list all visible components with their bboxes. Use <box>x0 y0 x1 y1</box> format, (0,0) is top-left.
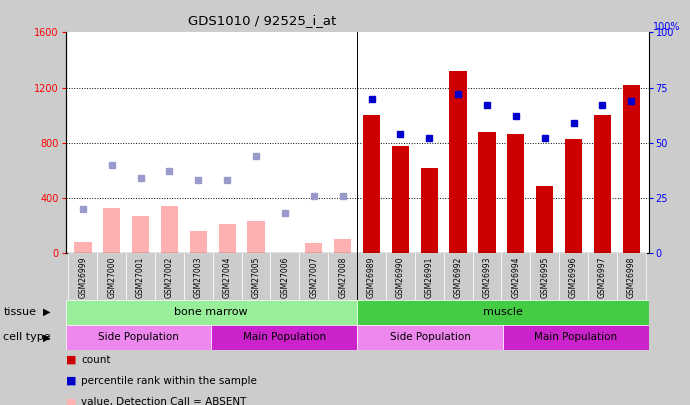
Bar <box>211 325 357 350</box>
Bar <box>66 325 211 350</box>
Text: GDS1010 / 92525_i_at: GDS1010 / 92525_i_at <box>188 14 336 27</box>
Bar <box>530 253 559 300</box>
Bar <box>213 253 242 300</box>
Bar <box>97 253 126 300</box>
Bar <box>299 253 328 300</box>
Text: GSM27007: GSM27007 <box>309 257 318 298</box>
Text: GSM26999: GSM26999 <box>79 257 88 298</box>
Text: GSM27002: GSM27002 <box>165 257 174 298</box>
Bar <box>478 132 495 253</box>
Text: GSM26990: GSM26990 <box>396 257 405 298</box>
Text: GSM26992: GSM26992 <box>453 257 462 298</box>
Text: ■: ■ <box>66 376 76 386</box>
Bar <box>622 85 640 253</box>
Bar <box>328 253 357 300</box>
Bar <box>219 224 236 253</box>
Bar <box>305 243 322 253</box>
Bar <box>357 253 386 300</box>
Bar <box>392 145 409 253</box>
Text: GSM26989: GSM26989 <box>367 257 376 298</box>
Text: GSM26996: GSM26996 <box>569 257 578 298</box>
Text: Side Population: Side Population <box>390 333 471 342</box>
Text: GSM26993: GSM26993 <box>482 257 491 298</box>
Text: muscle: muscle <box>483 307 523 317</box>
Bar <box>103 208 120 253</box>
Bar <box>334 239 351 253</box>
Text: ▶: ▶ <box>43 333 50 342</box>
Text: GSM27006: GSM27006 <box>280 257 289 298</box>
Bar <box>75 242 92 253</box>
Text: Main Population: Main Population <box>534 333 618 342</box>
Bar <box>184 253 213 300</box>
Bar <box>155 253 184 300</box>
Bar <box>386 253 415 300</box>
Text: Main Population: Main Population <box>243 333 326 342</box>
Bar <box>473 253 502 300</box>
Text: GSM27004: GSM27004 <box>223 257 232 298</box>
Text: GSM27001: GSM27001 <box>136 257 145 298</box>
Text: 100%: 100% <box>653 22 680 32</box>
Bar <box>565 139 582 253</box>
Bar <box>68 253 97 300</box>
Text: GSM26998: GSM26998 <box>627 257 635 298</box>
Bar <box>415 253 444 300</box>
Text: Side Population: Side Population <box>98 333 179 342</box>
Text: cell type: cell type <box>3 333 51 342</box>
Text: GSM26994: GSM26994 <box>511 257 520 298</box>
Bar <box>363 115 380 253</box>
Text: ■: ■ <box>66 397 76 405</box>
Bar <box>588 253 617 300</box>
Bar <box>126 253 155 300</box>
Bar <box>507 134 524 253</box>
Text: ■: ■ <box>66 355 76 365</box>
Bar <box>66 300 357 325</box>
Bar <box>270 253 299 300</box>
Bar <box>241 253 270 300</box>
Text: GSM26991: GSM26991 <box>425 257 434 298</box>
Bar <box>357 325 503 350</box>
Text: ▶: ▶ <box>43 307 50 317</box>
Bar <box>421 168 438 253</box>
Text: GSM27003: GSM27003 <box>194 257 203 298</box>
Bar <box>502 253 530 300</box>
Text: tissue: tissue <box>3 307 37 317</box>
Text: count: count <box>81 355 111 365</box>
Bar <box>536 185 553 253</box>
Bar <box>357 300 649 325</box>
Text: GSM26995: GSM26995 <box>540 257 549 298</box>
Text: value, Detection Call = ABSENT: value, Detection Call = ABSENT <box>81 397 247 405</box>
Bar <box>449 71 466 253</box>
Bar <box>617 253 646 300</box>
Bar <box>248 222 265 253</box>
Bar <box>594 115 611 253</box>
Bar <box>444 253 473 300</box>
Text: GSM26997: GSM26997 <box>598 257 607 298</box>
Text: percentile rank within the sample: percentile rank within the sample <box>81 376 257 386</box>
Bar <box>190 231 207 253</box>
Text: GSM27005: GSM27005 <box>252 257 261 298</box>
Bar <box>559 253 588 300</box>
Bar <box>503 325 649 350</box>
Bar <box>132 216 149 253</box>
Text: bone marrow: bone marrow <box>175 307 248 317</box>
Text: GSM27000: GSM27000 <box>107 257 116 298</box>
Text: GSM27008: GSM27008 <box>338 257 347 298</box>
Bar <box>161 206 178 253</box>
